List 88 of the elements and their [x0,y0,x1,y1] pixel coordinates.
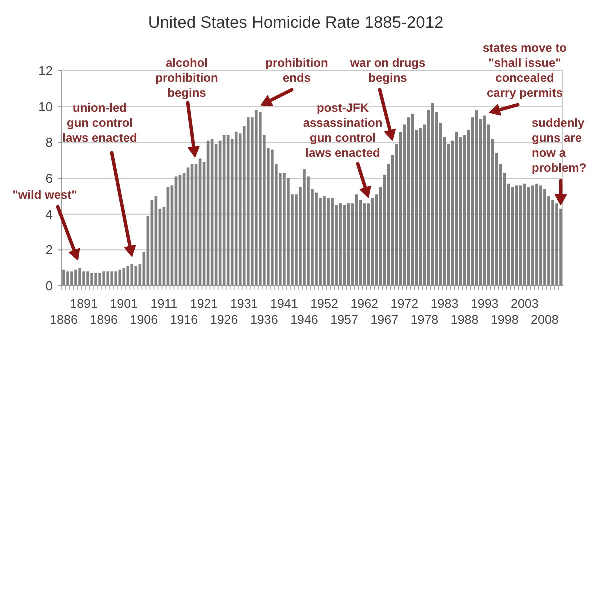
bar [323,196,326,286]
annotation: "wild west" [12,188,78,202]
x-tick-label: 1957 [330,313,359,327]
bar [536,184,538,286]
bar [70,272,74,286]
bar [520,186,522,286]
bar [86,272,90,286]
bar [339,204,342,286]
bar [544,189,546,286]
x-tick-label: 1931 [230,297,258,311]
annotation: states move to "shall issue" concealed carry permits [482,41,568,100]
x-tick-label: 1972 [390,297,419,311]
bar [94,273,98,286]
x-tick-label: 1921 [190,297,218,311]
x-tick-label: 1952 [310,297,338,311]
bar [371,198,374,286]
x-tick-label: 1911 [150,297,178,311]
x-tick-label: 2003 [511,297,539,311]
x-tick-label: 1901 [110,297,138,311]
bar [62,270,66,286]
y-tick-label: 6 [46,171,53,186]
x-tick-label: 1891 [70,297,98,311]
bar [540,186,542,286]
bar [106,272,110,286]
bar [102,272,106,286]
bar [78,268,82,286]
bar [511,187,514,286]
bar [126,266,130,286]
bar [355,194,358,286]
y-tick-label: 10 [38,99,53,114]
bar [98,273,102,286]
bar [532,186,534,286]
bar [303,170,306,286]
bar [254,110,258,286]
bar [118,270,122,286]
bar [122,268,126,286]
bar [258,112,262,286]
annotation: prohibition ends [266,56,328,85]
bar [331,198,334,286]
x-tick-label: 1988 [450,313,479,327]
annotation: war on drugs begins [349,56,426,85]
y-tick-label: 2 [46,242,53,258]
x-tick-label: 1967 [370,313,399,327]
bar [315,192,318,286]
bar [271,150,274,286]
y-tick-label: 0 [46,278,53,294]
bar [110,272,114,286]
annotation: union-led gun control laws enacted [62,101,138,145]
bar [66,272,70,286]
bar [114,272,118,286]
x-tick-label: 1926 [210,313,238,327]
annotation: post-JFK assassination gun control laws enacted [303,101,383,160]
bar [347,204,350,286]
x-tick-label: 1998 [490,313,519,327]
x-tick-label: 1886 [50,313,78,327]
bar [234,132,238,286]
bar [74,270,78,286]
y-tick-label: 4 [46,206,53,222]
x-tick-label: 1983 [430,297,459,311]
bar [516,186,518,286]
bar [134,266,138,286]
bar [363,204,366,286]
bar [528,187,530,286]
x-tick-label: 1936 [250,313,278,327]
bar [552,200,554,286]
annotation: suddenly guns are now a problem? [532,116,587,175]
x-tick-label: 1896 [90,313,118,327]
x-tick-label: 1916 [170,313,198,327]
y-tick-label: 8 [46,135,53,150]
bar [556,204,558,286]
x-tick-label: 1978 [410,313,439,327]
bar [327,198,330,286]
bar [246,118,250,286]
bar [82,272,86,286]
x-tick-label: 1941 [270,297,298,311]
x-tick-label: 2008 [531,313,559,327]
bar [524,184,526,286]
x-tick-label: 1946 [290,313,318,327]
x-tick-label: 1962 [350,297,379,311]
bar [130,264,134,286]
bar [90,273,94,286]
annotation: alcohol prohibition begins [156,56,218,100]
x-tick-label: 1906 [130,313,158,327]
chart-title: United States Homicide Rate 1885-2012 [148,14,444,32]
y-tick-label: 12 [38,64,53,79]
x-tick-label: 1993 [470,297,499,311]
bar [283,173,286,286]
bar [343,205,346,286]
